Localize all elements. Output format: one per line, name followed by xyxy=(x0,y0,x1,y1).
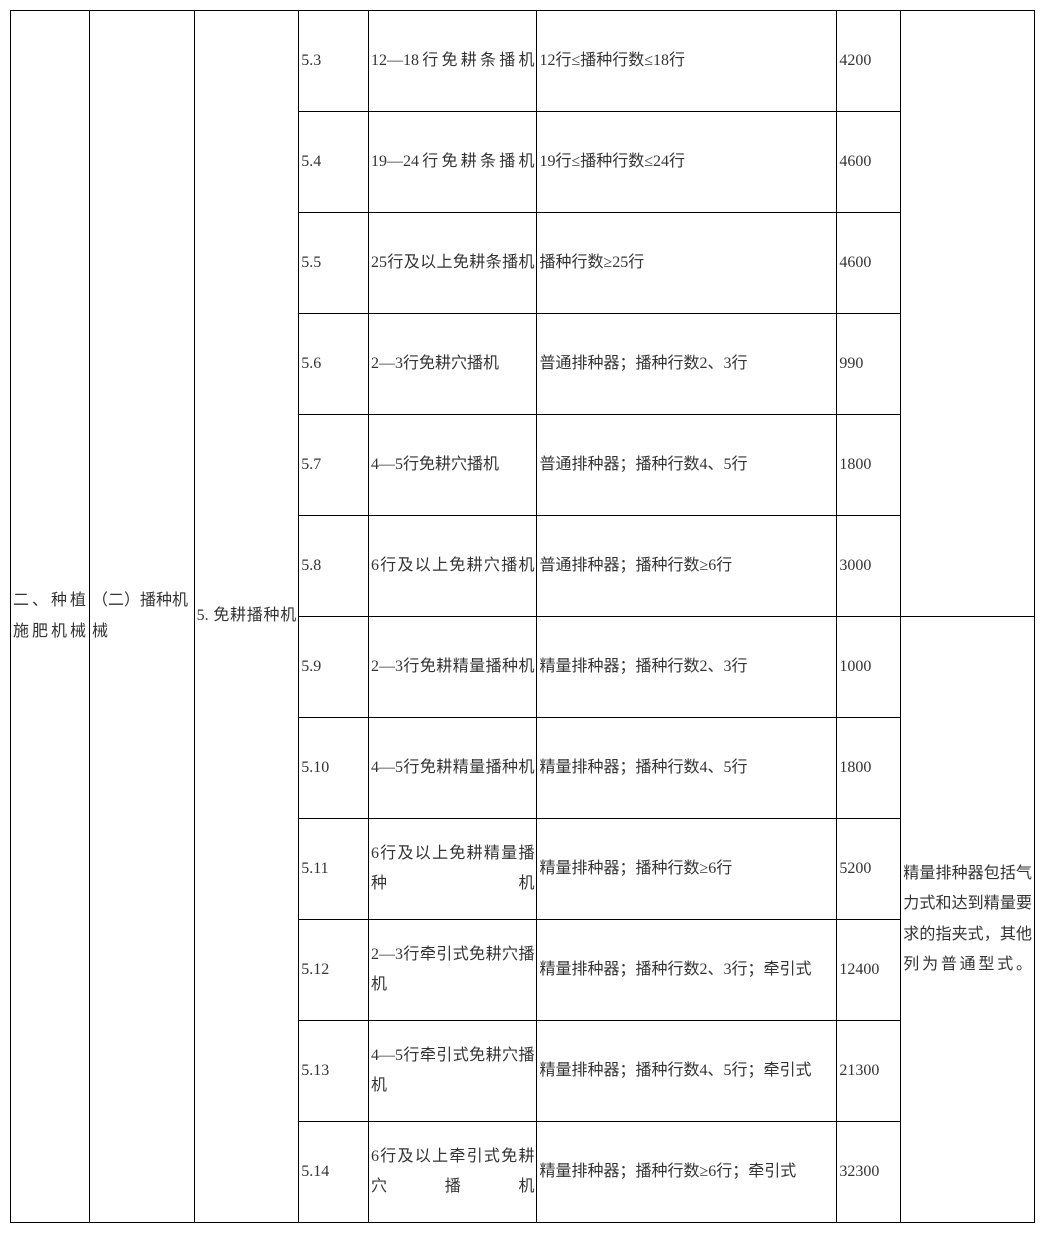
cell-name: 2—3行免耕穴播机 xyxy=(368,314,537,415)
cell-spec: 19行≤播种行数≤24行 xyxy=(537,112,837,213)
cell-name: 6行及以上免耕精量播种机 xyxy=(368,819,537,920)
cell-subsidy: 5200 xyxy=(837,819,901,920)
cell-spec: 普通排种器；播种行数≥6行 xyxy=(537,516,837,617)
cell-spec: 精量排种器；播种行数4、5行；牵引式 xyxy=(537,1021,837,1122)
cell-name: 2—3行免耕精量播种机 xyxy=(368,617,537,718)
cell-spec: 普通排种器；播种行数2、3行 xyxy=(537,314,837,415)
cell-code: 5.12 xyxy=(299,920,369,1021)
cell-subsidy: 1800 xyxy=(837,718,901,819)
cell-code: 5.8 xyxy=(299,516,369,617)
cell-spec: 精量排种器；播种行数4、5行 xyxy=(537,718,837,819)
cell-subsidy: 21300 xyxy=(837,1021,901,1122)
table-body: 二、种植施肥机械 （二）播种机械 5. 免耕播种机 5.3 12—18行免耕条播… xyxy=(11,11,1035,1223)
cell-name: 19—24行免耕条播机 xyxy=(368,112,537,213)
cell-subsidy: 1800 xyxy=(837,415,901,516)
subsidy-table: 二、种植施肥机械 （二）播种机械 5. 免耕播种机 5.3 12—18行免耕条播… xyxy=(10,10,1035,1223)
cell-subsidy: 3000 xyxy=(837,516,901,617)
cell-code: 5.11 xyxy=(299,819,369,920)
cell-code: 5.6 xyxy=(299,314,369,415)
cell-code: 5.13 xyxy=(299,1021,369,1122)
category-level-3: 5. 免耕播种机 xyxy=(194,11,299,1223)
cell-spec: 精量排种器；播种行数≥6行；牵引式 xyxy=(537,1122,837,1223)
cell-name: 12—18行免耕条播机 xyxy=(368,11,537,112)
cell-spec: 精量排种器；播种行数2、3行；牵引式 xyxy=(537,920,837,1021)
cell-spec: 精量排种器；播种行数≥6行 xyxy=(537,819,837,920)
cell-subsidy: 1000 xyxy=(837,617,901,718)
cell-subsidy: 4600 xyxy=(837,112,901,213)
cell-code: 5.9 xyxy=(299,617,369,718)
cell-subsidy: 4600 xyxy=(837,213,901,314)
cell-name: 6行及以上免耕穴播机 xyxy=(368,516,537,617)
cell-name: 4—5行免耕穴播机 xyxy=(368,415,537,516)
cell-code: 5.4 xyxy=(299,112,369,213)
category-level-1: 二、种植施肥机械 xyxy=(11,11,90,1223)
table-row: 二、种植施肥机械 （二）播种机械 5. 免耕播种机 5.3 12—18行免耕条播… xyxy=(11,11,1035,112)
cell-code: 5.10 xyxy=(299,718,369,819)
cell-subsidy: 32300 xyxy=(837,1122,901,1223)
cell-spec: 普通排种器；播种行数4、5行 xyxy=(537,415,837,516)
cell-code: 5.14 xyxy=(299,1122,369,1223)
cell-name: 6行及以上牵引式免耕穴播机 xyxy=(368,1122,537,1223)
cell-subsidy: 990 xyxy=(837,314,901,415)
cell-remark: 精量排种器包括气力式和达到精量要求的指夹式，其他列为普通型式。 xyxy=(901,617,1035,1223)
cell-spec: 播种行数≥25行 xyxy=(537,213,837,314)
cell-code: 5.5 xyxy=(299,213,369,314)
cell-code: 5.3 xyxy=(299,11,369,112)
cell-subsidy: 4200 xyxy=(837,11,901,112)
cell-name: 2—3行牵引式免耕穴播机 xyxy=(368,920,537,1021)
cell-name: 25行及以上免耕条播机 xyxy=(368,213,537,314)
category-level-2: （二）播种机械 xyxy=(90,11,195,1223)
cell-spec: 精量排种器；播种行数2、3行 xyxy=(537,617,837,718)
cell-code: 5.7 xyxy=(299,415,369,516)
cell-subsidy: 12400 xyxy=(837,920,901,1021)
cell-name: 4—5行免耕精量播种机 xyxy=(368,718,537,819)
cell-name: 4—5行牵引式免耕穴播机 xyxy=(368,1021,537,1122)
cell-remark-empty xyxy=(901,11,1035,617)
cell-spec: 12行≤播种行数≤18行 xyxy=(537,11,837,112)
